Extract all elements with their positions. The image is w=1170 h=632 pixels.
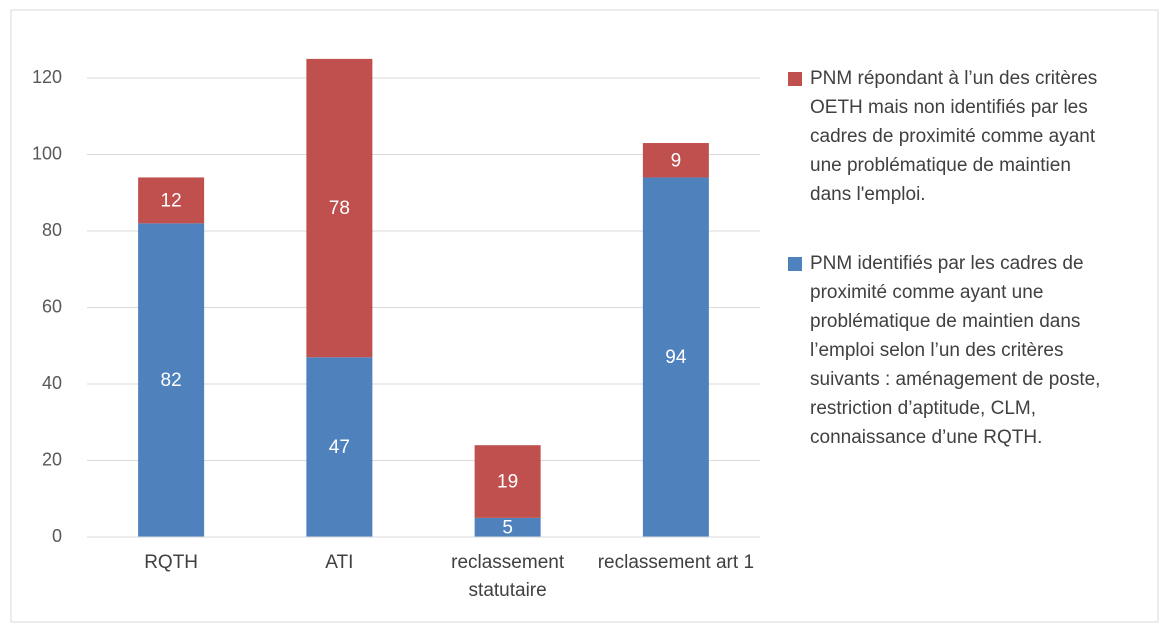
bar-segment [474, 445, 541, 518]
data-label: 5 [502, 517, 513, 538]
bar-segment [138, 177, 205, 224]
legend-swatch [788, 257, 802, 271]
y-tick-label: 80 [42, 220, 62, 240]
y-tick-label: 60 [42, 296, 62, 316]
x-tick-label: ATI [325, 552, 354, 573]
bar-segment [642, 143, 709, 178]
legend-item: PNM identifiés par les cadres de proximi… [788, 249, 1110, 452]
data-label: 94 [665, 347, 687, 368]
legend-swatch [788, 72, 802, 86]
y-tick-label: 100 [32, 143, 62, 163]
bar-segment [306, 357, 373, 537]
x-tick-label: reclassement statutaire [451, 552, 565, 601]
y-tick-label: 20 [42, 449, 62, 469]
data-label: 78 [329, 198, 350, 219]
legend-label: PNM identifiés par les cadres de proximi… [810, 253, 1101, 448]
x-tick-label: reclassement art 1 [597, 552, 755, 573]
legend: PNM répondant à l’un des critères OETH m… [788, 64, 1138, 492]
data-label: 19 [497, 472, 518, 493]
data-label: 12 [161, 190, 182, 211]
legend-item: PNM répondant à l’un des critères OETH m… [788, 64, 1110, 209]
bar-segment [306, 58, 373, 358]
bar-segment [474, 517, 541, 537]
data-label: 82 [161, 370, 182, 391]
data-label: 47 [329, 437, 350, 458]
data-label: 9 [671, 150, 682, 171]
y-tick-label: 0 [52, 526, 62, 546]
y-tick-label: 40 [42, 373, 62, 393]
legend-label: PNM répondant à l’un des critères OETH m… [810, 68, 1098, 205]
y-tick-label: 120 [32, 67, 62, 87]
x-tick-label: RQTH [144, 552, 199, 573]
frame [10, 9, 1159, 623]
bar-segment [138, 223, 205, 537]
bar-segment [642, 177, 709, 537]
